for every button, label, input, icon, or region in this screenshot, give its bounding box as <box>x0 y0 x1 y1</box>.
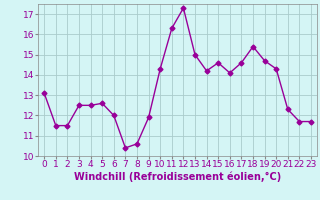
X-axis label: Windchill (Refroidissement éolien,°C): Windchill (Refroidissement éolien,°C) <box>74 172 281 182</box>
